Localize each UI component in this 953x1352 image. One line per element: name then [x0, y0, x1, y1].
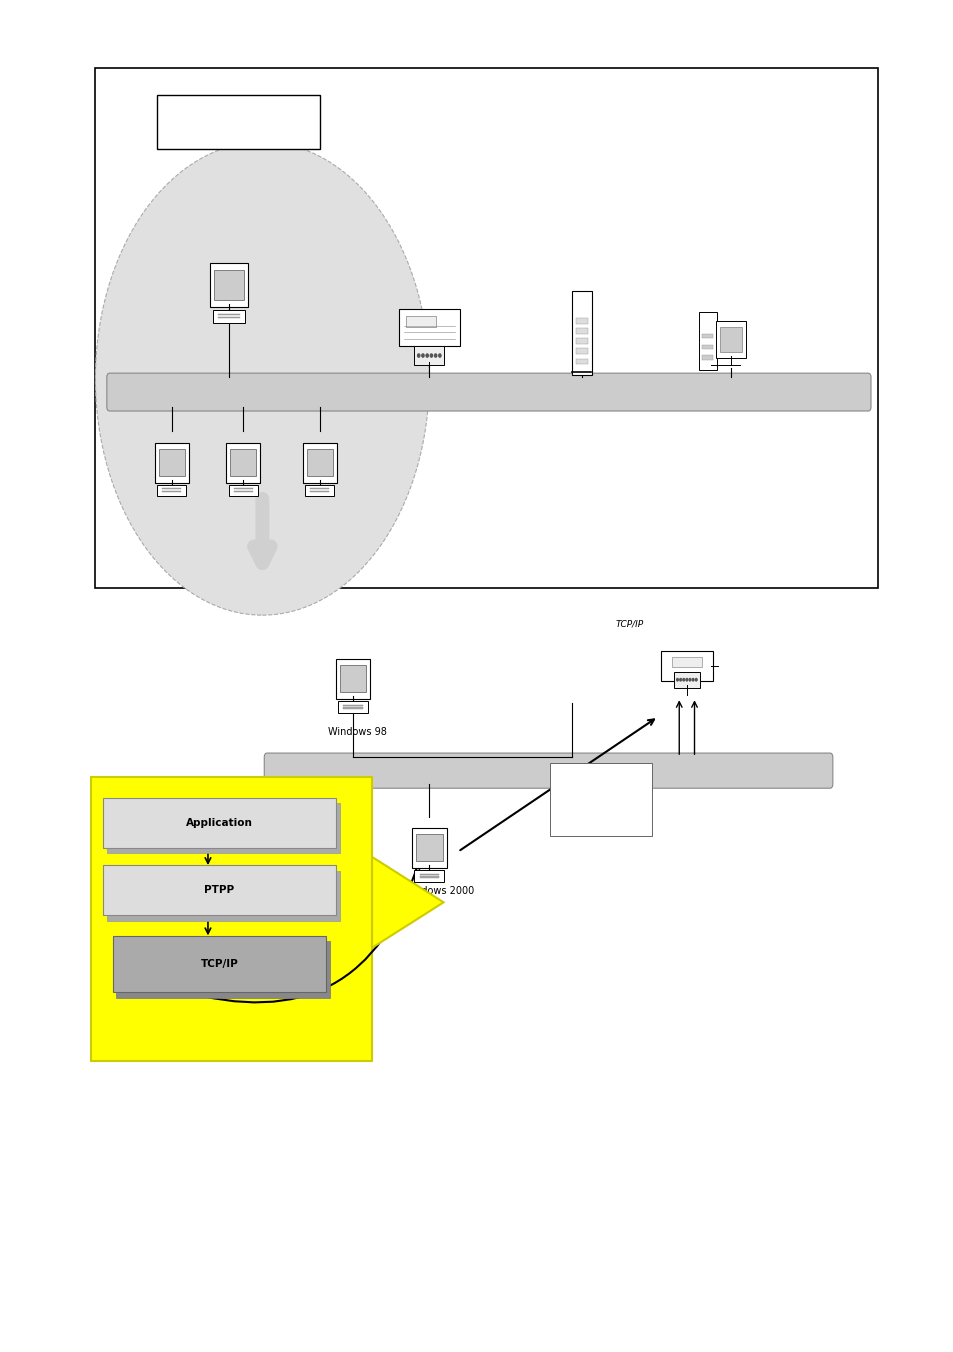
FancyBboxPatch shape: [414, 346, 444, 365]
FancyBboxPatch shape: [210, 262, 248, 307]
FancyBboxPatch shape: [412, 827, 446, 868]
Circle shape: [688, 679, 690, 681]
Bar: [701, 345, 713, 349]
Circle shape: [430, 354, 432, 357]
FancyBboxPatch shape: [154, 443, 189, 483]
FancyBboxPatch shape: [405, 316, 436, 327]
FancyBboxPatch shape: [302, 443, 336, 483]
Bar: [576, 338, 587, 343]
FancyBboxPatch shape: [226, 443, 260, 483]
Bar: [576, 358, 587, 364]
Text: TCP/IP: TCP/IP: [615, 619, 642, 629]
FancyBboxPatch shape: [107, 803, 339, 853]
Circle shape: [682, 679, 684, 681]
Text: PTPP: PTPP: [204, 886, 234, 895]
FancyBboxPatch shape: [416, 834, 442, 861]
Circle shape: [421, 354, 424, 357]
Circle shape: [426, 354, 428, 357]
FancyBboxPatch shape: [671, 657, 701, 667]
FancyBboxPatch shape: [229, 485, 257, 496]
FancyBboxPatch shape: [116, 941, 330, 998]
FancyBboxPatch shape: [306, 449, 333, 476]
FancyBboxPatch shape: [398, 308, 459, 346]
Text: PTPP: PTPP: [590, 777, 611, 787]
Circle shape: [692, 679, 693, 681]
FancyBboxPatch shape: [91, 777, 372, 1061]
FancyBboxPatch shape: [157, 485, 186, 496]
Text: TCP/IP: TCP/IP: [200, 959, 238, 969]
Circle shape: [679, 679, 680, 681]
Ellipse shape: [95, 142, 429, 615]
FancyBboxPatch shape: [414, 871, 444, 882]
Text: Windows 2000: Windows 2000: [403, 886, 474, 896]
FancyBboxPatch shape: [230, 449, 256, 476]
FancyBboxPatch shape: [157, 95, 319, 149]
Text: Windows 98: Windows 98: [328, 727, 387, 737]
FancyBboxPatch shape: [214, 270, 243, 300]
FancyBboxPatch shape: [660, 650, 712, 680]
FancyBboxPatch shape: [550, 763, 651, 836]
FancyBboxPatch shape: [699, 311, 716, 370]
FancyBboxPatch shape: [103, 798, 335, 848]
Text: TCP/IP: TCP/IP: [587, 804, 614, 814]
Bar: [701, 334, 713, 338]
FancyBboxPatch shape: [335, 658, 370, 699]
Circle shape: [438, 354, 440, 357]
FancyBboxPatch shape: [337, 702, 368, 713]
FancyBboxPatch shape: [158, 449, 185, 476]
FancyBboxPatch shape: [673, 672, 700, 688]
FancyBboxPatch shape: [305, 485, 334, 496]
Circle shape: [695, 679, 697, 681]
FancyBboxPatch shape: [103, 865, 335, 915]
Polygon shape: [372, 857, 443, 948]
FancyBboxPatch shape: [213, 310, 245, 323]
FancyBboxPatch shape: [95, 68, 877, 588]
FancyBboxPatch shape: [716, 322, 745, 358]
FancyBboxPatch shape: [339, 665, 366, 692]
FancyBboxPatch shape: [264, 753, 832, 788]
Bar: [576, 318, 587, 323]
Circle shape: [676, 679, 678, 681]
FancyBboxPatch shape: [107, 373, 870, 411]
FancyBboxPatch shape: [107, 871, 339, 921]
Circle shape: [417, 354, 419, 357]
FancyBboxPatch shape: [572, 291, 591, 375]
Circle shape: [434, 354, 436, 357]
Circle shape: [685, 679, 687, 681]
Bar: [701, 356, 713, 360]
FancyBboxPatch shape: [112, 936, 326, 992]
FancyBboxPatch shape: [720, 327, 741, 352]
Text: Application: Application: [186, 818, 253, 827]
Bar: [576, 329, 587, 334]
Bar: [576, 349, 587, 354]
